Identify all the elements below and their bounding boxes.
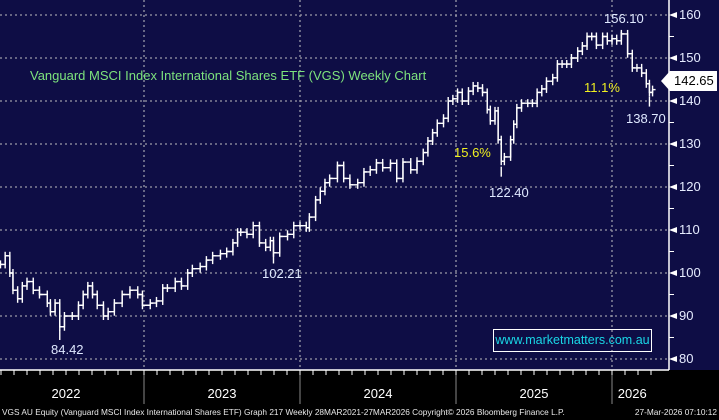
y-tick-label: 110 — [679, 222, 700, 237]
y-tick-label: 80 — [679, 351, 694, 366]
axes — [0, 0, 677, 404]
x-tick-label: 2026 — [617, 386, 647, 401]
y-tick-marker — [669, 356, 677, 362]
y-tick-label: 100 — [679, 265, 701, 280]
y-tick-label: 150 — [679, 50, 701, 65]
last-price-callout: 142.65 — [661, 71, 717, 91]
chart-title: Vanguard MSCI Index International Shares… — [30, 68, 427, 83]
annotation-low-2026: 138.70 — [626, 111, 666, 126]
y-tick-marker — [669, 313, 677, 319]
y-tick-marker — [669, 55, 677, 61]
annotation-high: 156.10 — [604, 11, 644, 26]
y-tick-label: 120 — [679, 179, 701, 194]
y-tick-label: 140 — [679, 93, 701, 108]
price-line — [0, 33, 654, 328]
x-tick-label: 2022 — [51, 386, 81, 401]
footer-timestamp: 27-Mar-2026 07:10:12 — [634, 407, 717, 417]
gridlines — [0, 0, 669, 370]
y-tick-marker — [669, 227, 677, 233]
price-series — [0, 29, 656, 340]
x-axis-area — [0, 370, 719, 420]
y-tick-marker — [669, 184, 677, 190]
x-tick-label: 2024 — [363, 386, 393, 401]
annotation-drop-2025: 15.6% — [454, 145, 491, 160]
y-tick-label: 160 — [679, 7, 701, 22]
y-tick-marker — [669, 141, 677, 147]
annotation-low-2022: 84.42 — [51, 342, 84, 357]
annotation-low-2025: 122.40 — [489, 185, 529, 200]
y-tick-label: 130 — [679, 136, 701, 151]
x-tick-label: 2023 — [207, 386, 237, 401]
y-tick-marker — [669, 12, 677, 18]
y-tick-label: 90 — [679, 308, 694, 323]
footer-source: VGS AU Equity (Vanguard MSCI Index Inter… — [2, 407, 565, 417]
y-tick-marker — [669, 98, 677, 104]
y-tick-marker — [669, 270, 677, 276]
annotation-low-2023: 102.21 — [262, 266, 302, 281]
chart-panel — [0, 0, 719, 370]
watermark-link[interactable]: www.marketmatters.com.au — [493, 329, 652, 352]
annotation-drop-2026: 11.1% — [584, 80, 620, 95]
x-tick-label: 2025 — [519, 386, 549, 401]
